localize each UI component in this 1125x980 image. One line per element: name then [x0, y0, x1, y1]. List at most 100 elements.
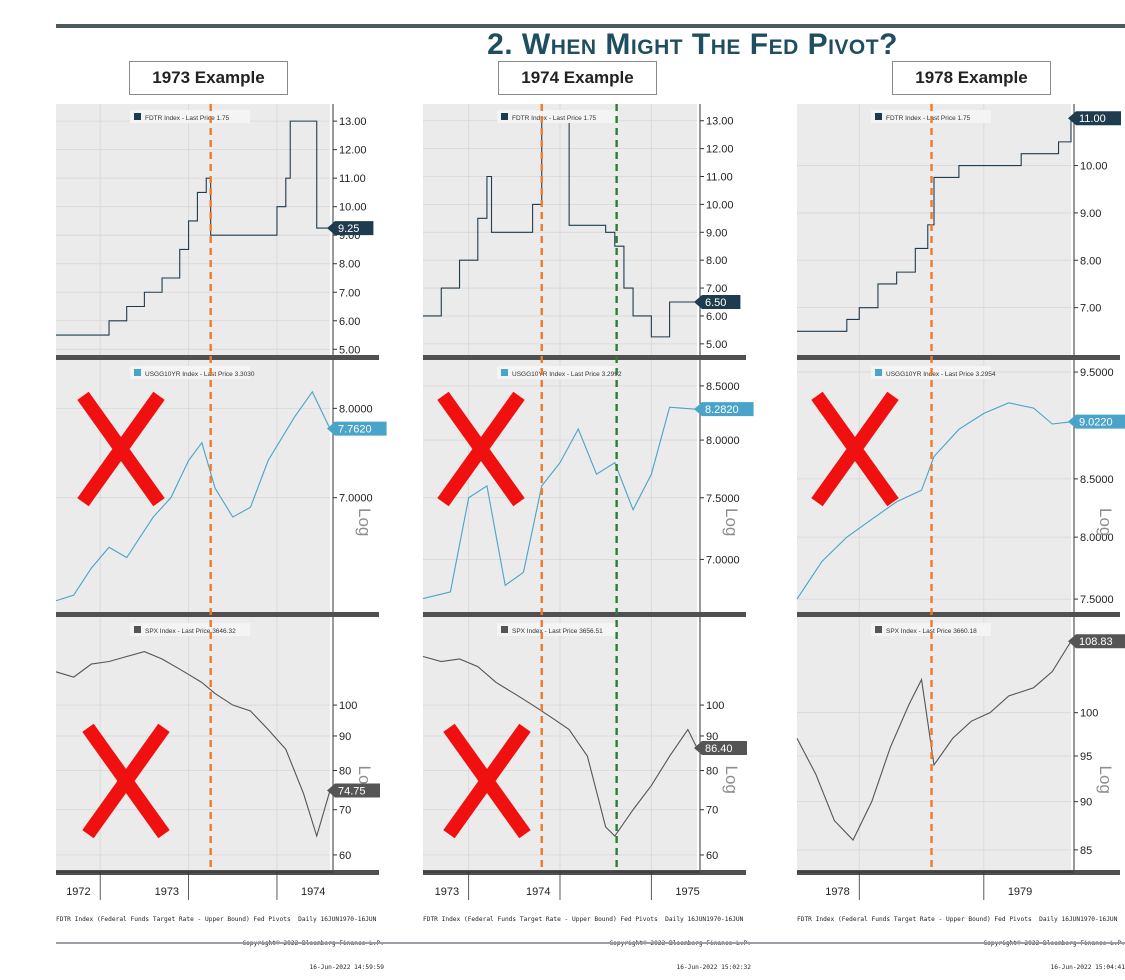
footer-1973: FDTR Index (Federal Funds Target Rate - …	[56, 900, 384, 980]
legend-swatch	[134, 626, 141, 633]
usgg-panel: 9.5000 8.5000 8.0000 7.5000 Log USGG10YR Inde…	[796, 360, 1125, 617]
footer-1978: FDTR Index (Federal Funds Target Rate - …	[797, 900, 1125, 980]
y-tick-label: 90	[1080, 797, 1092, 809]
last-price-label: 7.7620	[338, 424, 372, 436]
y-tick-label: 9.00	[1080, 208, 1101, 220]
series-line-spx	[55, 650, 331, 838]
y-tick-label: 85	[1080, 845, 1092, 857]
series-line-usgg	[55, 390, 331, 602]
y-tick-label: 9.5000	[1080, 367, 1114, 379]
last-price-tag	[327, 783, 380, 798]
last-price-tag	[1068, 634, 1125, 649]
legend-swatch	[501, 369, 508, 376]
y-tick-label: 12.00	[339, 145, 367, 157]
legend-box	[497, 623, 617, 636]
last-price-tag	[1068, 111, 1121, 126]
y-tick-label: 13.00	[339, 116, 367, 128]
chart-1974: 13.00 12.00 11.00 10.00 9.00 8.00 7.00 6.00 5.00…	[422, 104, 754, 900]
legend-text: SPX Index - Last Price 3656.51	[512, 628, 603, 635]
panel-separator	[423, 355, 746, 360]
legend-text: USGG10YR Index - Last Price 3.2954	[886, 371, 996, 378]
legend-swatch	[875, 113, 882, 120]
panel-separator	[56, 612, 379, 617]
last-price-label: 9.0220	[1079, 417, 1113, 429]
legend-box	[130, 366, 250, 379]
last-price-label: 74.75	[338, 785, 366, 797]
y-tick-label: 7.5000	[1080, 594, 1114, 606]
footer-source: FDTR Index (Federal Funds Target Rate - …	[56, 916, 377, 923]
series-line-spx	[796, 640, 1072, 841]
y-tick-label: 10.00	[1080, 161, 1108, 173]
y-tick-label: 8.00	[706, 255, 727, 267]
red-x-mark	[82, 723, 170, 839]
legend-text: SPX Index - Last Price 3660.18	[886, 628, 977, 635]
y-tick-label: 7.00	[1080, 303, 1101, 315]
y-tick-label: 90	[706, 731, 718, 743]
x-tick-label: 1973	[435, 886, 459, 898]
legend-swatch	[501, 113, 508, 120]
log-scale-label: Log	[1096, 766, 1115, 794]
y-tick-label: 7.0000	[706, 554, 740, 566]
y-tick-label: 70	[339, 805, 351, 817]
legend-text: FDTR Index - Last Price 1.75	[886, 115, 971, 122]
legend-swatch	[134, 113, 141, 120]
plot-area	[797, 360, 1071, 612]
usgg-panel: 8.5000 8.0000 7.5000 7.0000 Log USGG10YR Inde…	[422, 360, 754, 617]
fdtr-panel: 13.0012.0011.0010.009.008.007.006.005.00…	[56, 104, 379, 360]
y-tick-label: 11.00	[706, 172, 733, 184]
footer-source: FDTR Index (Federal Funds Target Rate - …	[797, 916, 1118, 923]
legend-box	[130, 623, 250, 636]
legend-box	[497, 110, 617, 123]
y-tick-label: 90	[339, 731, 351, 743]
chart-1978: 10.00 9.00 8.00 7.00 FDTR Index - Last Price…	[796, 104, 1125, 900]
x-tick-label: 1974	[526, 886, 550, 898]
series-line-fdtr	[797, 118, 1072, 332]
y-tick-label: 8.5000	[1080, 474, 1114, 486]
footer-timestamp: 16-Jun-2022 15:02:32	[676, 964, 751, 971]
y-tick-label: 5.00	[706, 339, 727, 351]
top-rule	[56, 24, 1125, 28]
legend-swatch	[134, 369, 141, 376]
y-tick-label: 8.0000	[1080, 532, 1114, 544]
y-tick-label: 7.00	[339, 287, 360, 299]
legend-text: SPX Index - Last Price 3646.32	[145, 628, 236, 635]
y-tick-label: 11.00	[339, 173, 366, 185]
y-tick-label: 10.00	[706, 199, 734, 211]
legend-text: FDTR Index - Last Price 1.75	[145, 115, 230, 122]
fdtr-panel: 10.00 9.00 8.00 7.00 FDTR Index - Last Price…	[797, 104, 1121, 360]
red-x-mark	[443, 723, 531, 839]
spx-panel: 100 90 80 70 60 Log SPX Index - Last Price 365…	[422, 617, 747, 875]
last-price-label: 6.50	[705, 297, 726, 309]
fdtr-panel: 13.0012.0011.0010.009.008.007.006.005.00…	[423, 104, 746, 360]
panel-separator	[423, 612, 746, 617]
legend-box	[871, 623, 991, 636]
y-tick-label: 80	[339, 766, 351, 778]
legend-text: USGG10YR Index - Last Price 3.3030	[145, 371, 255, 378]
last-price-tag	[694, 295, 741, 310]
footer-1974: FDTR Index (Federal Funds Target Rate - …	[423, 900, 751, 980]
usgg-panel: 8.0000 7.0000 Log USGG10YR Index - Last Pri…	[55, 360, 387, 617]
y-tick-label: 8.5000	[706, 381, 740, 393]
series-line-usgg	[796, 402, 1072, 600]
y-tick-label: 80	[706, 766, 718, 778]
y-tick-label: 70	[706, 805, 718, 817]
series-line-spx	[422, 655, 698, 837]
footer-source: FDTR Index (Federal Funds Target Rate - …	[423, 916, 744, 923]
last-price-tag	[694, 402, 754, 417]
y-tick-label: 8.0000	[339, 403, 373, 415]
y-tick-label: 7.00	[706, 283, 727, 295]
y-tick-label: 60	[706, 850, 718, 862]
legend-swatch	[875, 369, 882, 376]
y-tick-label: 8.00	[1080, 255, 1101, 267]
x-tick-label: 1979	[1008, 886, 1032, 898]
y-tick-label: 6.00	[339, 316, 360, 328]
example-label-1974: 1974 Example	[498, 61, 657, 95]
legend-swatch	[875, 626, 882, 633]
panel-separator	[797, 355, 1120, 360]
x-tick-label: 1972	[66, 886, 90, 898]
y-tick-label: 8.00	[339, 259, 360, 271]
x-tick-label: 1973	[155, 886, 179, 898]
y-tick-label: 6.00	[706, 311, 727, 323]
y-tick-label: 7.0000	[339, 493, 373, 505]
log-scale-label: Log	[355, 508, 374, 536]
